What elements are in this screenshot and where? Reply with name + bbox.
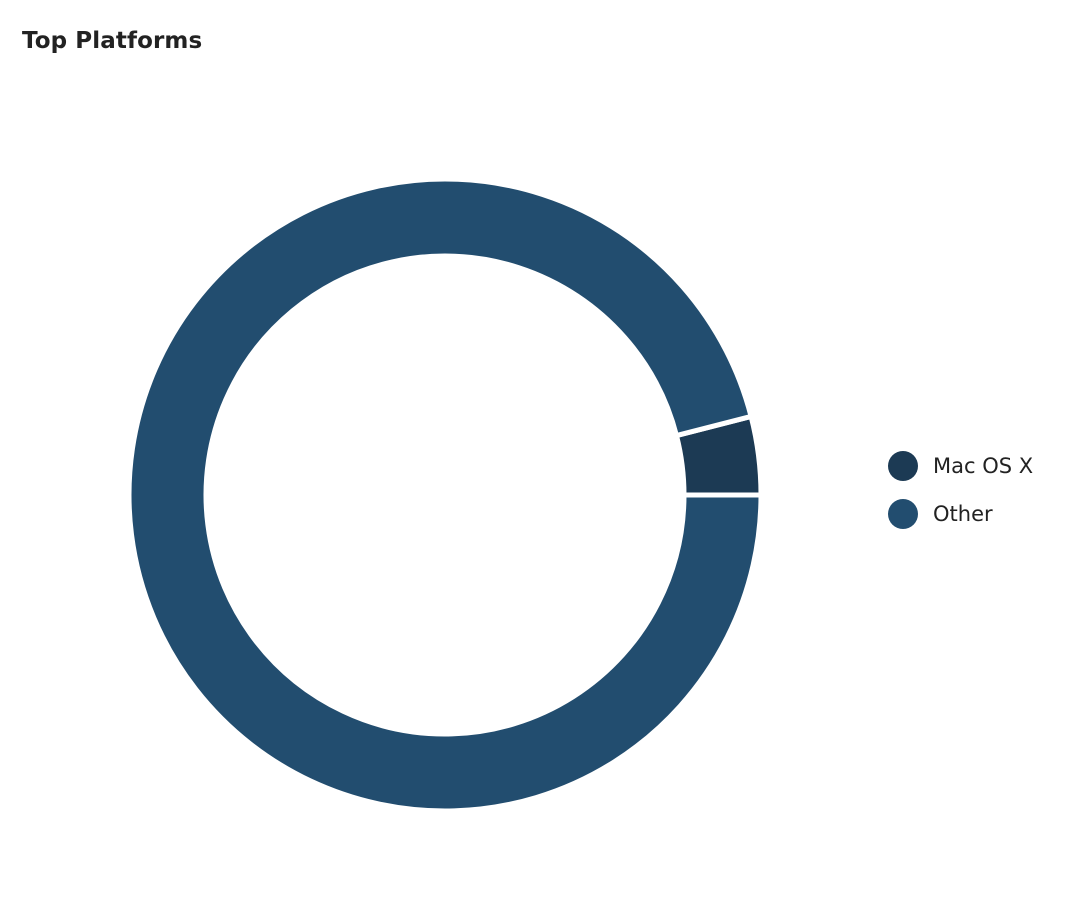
- donut-slice-other[interactable]: [126, 176, 764, 814]
- legend-item-other[interactable]: Other: [888, 498, 1033, 530]
- legend-label: Other: [933, 502, 993, 526]
- chart-legend: Mac OS X Other: [888, 450, 1033, 546]
- legend-swatch: [888, 451, 918, 481]
- chart-title: Top Platforms: [22, 28, 203, 54]
- legend-item-mac-os-x[interactable]: Mac OS X: [888, 450, 1033, 482]
- legend-label: Mac OS X: [933, 454, 1034, 478]
- legend-swatch: [888, 499, 918, 529]
